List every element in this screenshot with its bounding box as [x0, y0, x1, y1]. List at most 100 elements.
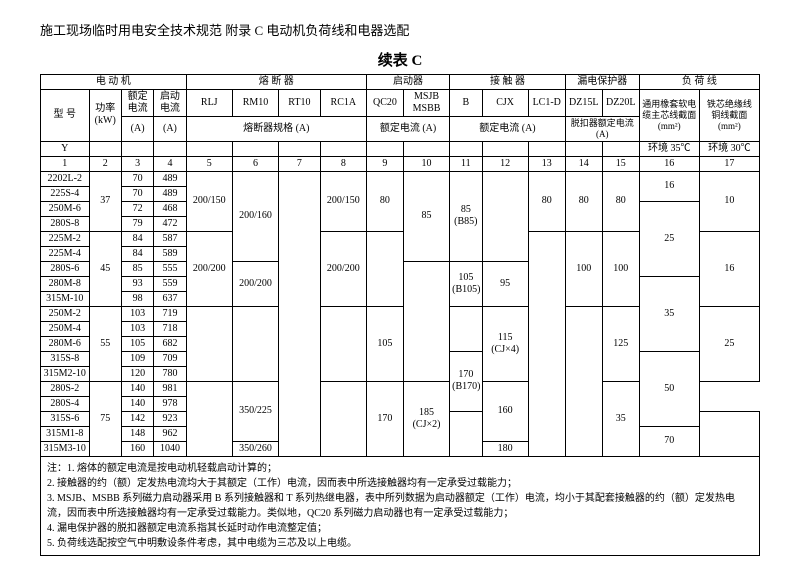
cell: 84 — [121, 231, 153, 246]
group-starter: 启动器 — [366, 75, 449, 90]
col-dz20l: DZ20L — [602, 90, 639, 117]
cell: 103 — [121, 321, 153, 336]
env30: 环境 30℃ — [699, 141, 759, 156]
table-row: 1 2 3 4 5 6 7 8 9 10 11 12 13 14 15 16 1… — [41, 156, 760, 171]
idx: 8 — [320, 156, 366, 171]
cell: 637 — [154, 291, 186, 306]
cell: 350/225 — [232, 381, 278, 441]
cell: 98 — [121, 291, 153, 306]
cell: 1040 — [154, 441, 186, 456]
col-cjx: CJX — [482, 90, 528, 117]
cell: 79 — [121, 216, 153, 231]
cell: 55 — [89, 306, 121, 381]
cell: 200/200 — [320, 231, 366, 306]
fuse-spec: 熔断器规格 (A) — [186, 117, 366, 142]
cell: 45 — [89, 231, 121, 306]
col-qc20: QC20 — [366, 90, 403, 117]
cell: 93 — [121, 276, 153, 291]
cell: 225M-2 — [41, 231, 90, 246]
col-msjb: MSJB MSBB — [403, 90, 449, 117]
note-text: 5. 负荷线选配按空气中明敷设条件考虑，其中电缆为三芯及以上电缆。 — [47, 536, 753, 551]
cell: 25 — [639, 201, 699, 276]
cell: 315M1-8 — [41, 426, 90, 441]
cell: 250M-4 — [41, 321, 90, 336]
cell: 85 (B85) — [450, 171, 482, 261]
cell: 120 — [121, 366, 153, 381]
cell: 170 (B170) — [450, 351, 482, 411]
cell: 85 — [121, 261, 153, 276]
table-row: Y 环境 35℃ 环境 30℃ — [41, 141, 760, 156]
cell: 780 — [154, 366, 186, 381]
cell: 280S-6 — [41, 261, 90, 276]
cell: 200/160 — [232, 171, 278, 261]
cell: 16 — [699, 231, 759, 306]
notes-label: 注： — [47, 463, 67, 474]
idx: 1 — [41, 156, 90, 171]
idx: 2 — [89, 156, 121, 171]
cell: 315S-8 — [41, 351, 90, 366]
cell: 50 — [639, 351, 699, 426]
idx: 4 — [154, 156, 186, 171]
cell: 200/200 — [232, 261, 278, 306]
cell: 200/150 — [320, 171, 366, 231]
cell: 10 — [699, 171, 759, 231]
notes-block: 注：1. 熔体的额定电流是按电动机轻载启动计算的； 2. 接触器的约（额）定发热… — [40, 457, 760, 556]
cell: 250M-6 — [41, 201, 90, 216]
table-title: 续表 C — [40, 49, 760, 70]
cell: 962 — [154, 426, 186, 441]
cell: 555 — [154, 261, 186, 276]
cell: 559 — [154, 276, 186, 291]
cell: 200/150 — [186, 171, 232, 231]
cell: 84 — [121, 246, 153, 261]
idx: 14 — [565, 156, 602, 171]
unit-a: (A) — [154, 117, 186, 142]
cell: 72 — [121, 201, 153, 216]
cell: 185 (CJ×2) — [403, 381, 449, 456]
cell: 160 — [121, 441, 153, 456]
cell: 489 — [154, 186, 186, 201]
cell: 923 — [154, 411, 186, 426]
cell: 709 — [154, 351, 186, 366]
cell — [186, 381, 232, 456]
cell: 468 — [154, 201, 186, 216]
col-rc1a: RC1A — [320, 90, 366, 117]
cell: 225M-4 — [41, 246, 90, 261]
idx: 10 — [403, 156, 449, 171]
contact-spec: 额定电流 (A) — [450, 117, 566, 142]
cell: 280S-2 — [41, 381, 90, 396]
cell: 80 — [366, 171, 403, 231]
cell — [403, 261, 449, 381]
cell: 718 — [154, 321, 186, 336]
idx: 16 — [639, 156, 699, 171]
env35: 环境 35℃ — [639, 141, 699, 156]
col-start: 启动 电流 — [154, 90, 186, 117]
cell: 100 — [602, 231, 639, 306]
col-rm10: RM10 — [232, 90, 278, 117]
idx: 6 — [232, 156, 278, 171]
leak-spec: 脱扣器额定电流 (A) — [565, 117, 639, 142]
cell: 35 — [602, 381, 639, 456]
note-text: 3. MSJB、MSBB 系列磁力启动器采用 B 系列接触器和 T 系列热继电器… — [47, 491, 753, 521]
cell — [320, 381, 366, 456]
cell: 80 — [565, 171, 602, 231]
cell: 315S-6 — [41, 411, 90, 426]
cell — [232, 306, 278, 381]
cell: 200/200 — [186, 231, 232, 306]
cell: 75 — [89, 381, 121, 456]
cell — [482, 171, 528, 261]
group-load: 负 荷 线 — [639, 75, 759, 90]
idx: 15 — [602, 156, 639, 171]
unit-a: (A) — [121, 117, 153, 142]
cell: 105 (B105) — [450, 261, 482, 306]
cell: 489 — [154, 171, 186, 186]
cell: 85 — [403, 171, 449, 261]
table-row: 2202L-2 37 70 489 200/150 200/160 200/15… — [41, 171, 760, 186]
table-row: 电 动 机 熔 断 器 启动器 接 触 器 漏电保护器 负 荷 线 — [41, 75, 760, 90]
cell: 140 — [121, 396, 153, 411]
page-header: 施工现场临时用电安全技术规范 附录 C 电动机负荷线和电器选配 — [40, 20, 760, 39]
cell — [320, 306, 366, 381]
cell: 80 — [528, 171, 565, 231]
col-rated: 额定 电流 — [121, 90, 153, 117]
col-rlj: RLJ — [186, 90, 232, 117]
cell: 315M2-10 — [41, 366, 90, 381]
